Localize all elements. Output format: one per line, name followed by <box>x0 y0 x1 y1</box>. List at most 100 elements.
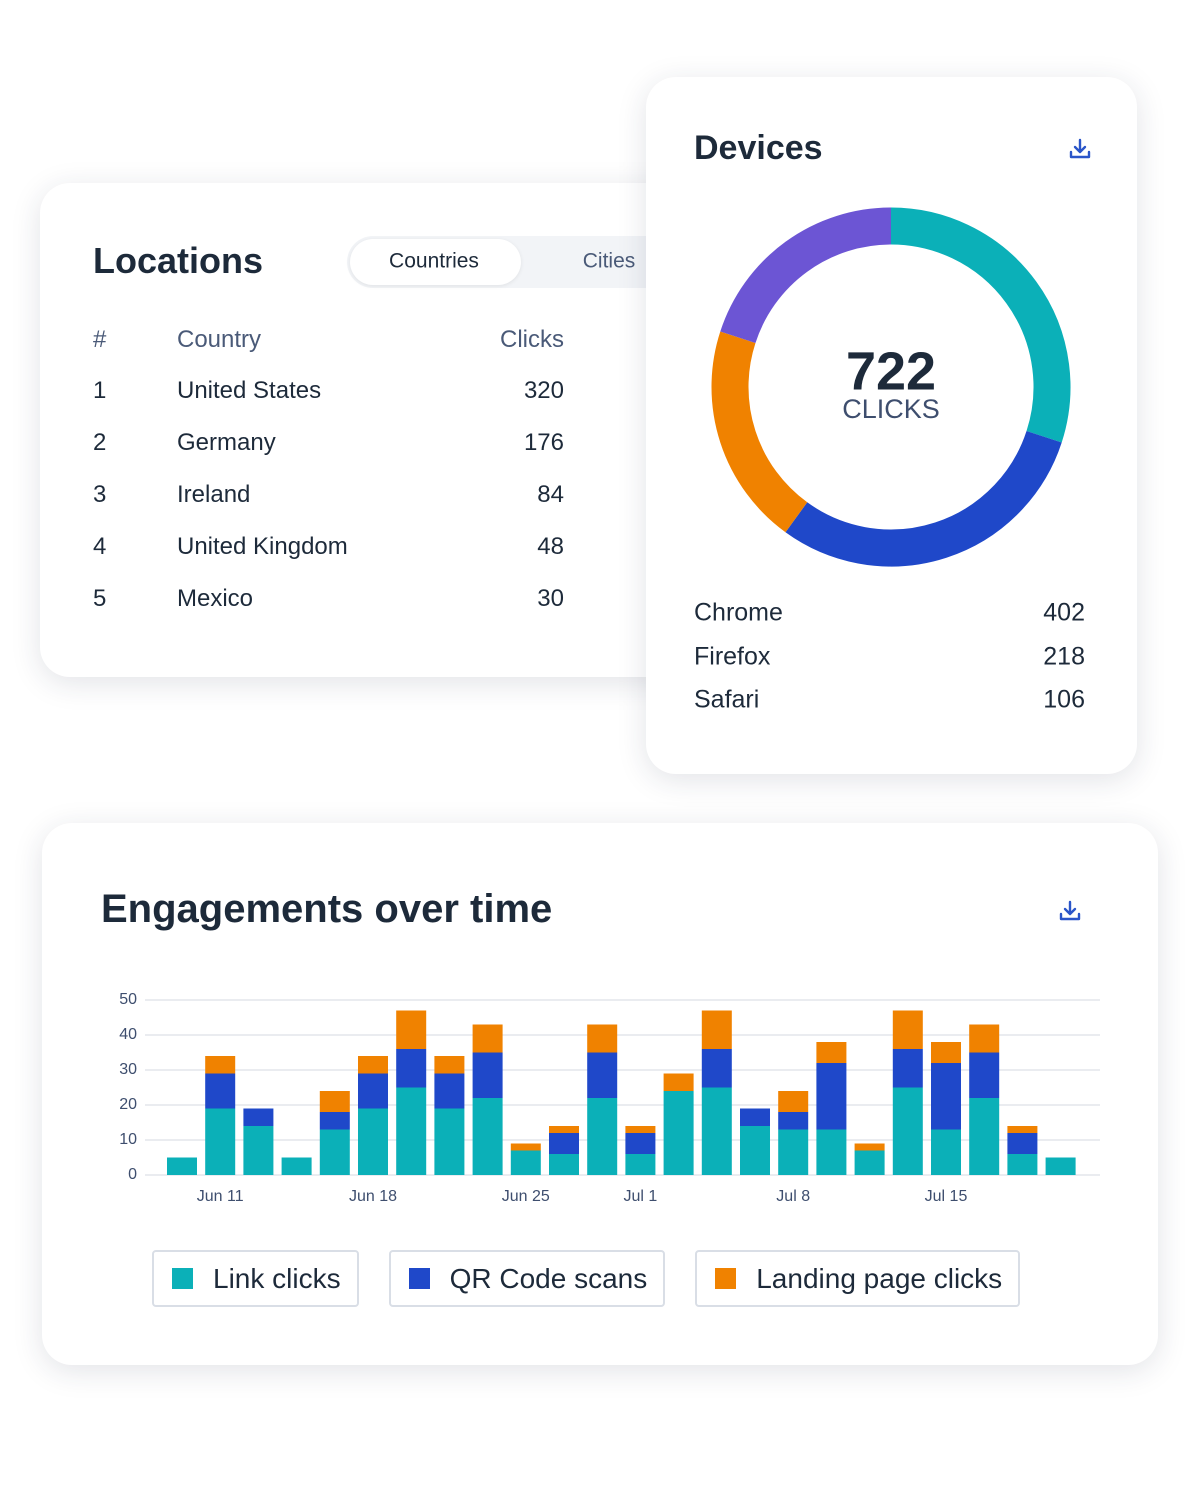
device-name: Firefox <box>694 642 771 670</box>
bar-segment <box>205 1108 236 1175</box>
card-title: Devices <box>694 129 823 167</box>
bar-segment <box>1007 1126 1038 1133</box>
bar-segment <box>778 1129 809 1175</box>
center-value: 722 <box>846 341 936 401</box>
x-tick-label: Jun 18 <box>349 1188 397 1205</box>
column-header: Clicks <box>500 326 564 353</box>
bar-segment <box>1007 1133 1038 1154</box>
x-tick-label: Jun 25 <box>502 1188 550 1205</box>
legend-swatch <box>408 1268 430 1289</box>
bar-segment <box>663 1091 694 1175</box>
y-tick-label: 50 <box>119 991 137 1008</box>
tab[interactable]: Cities <box>582 249 636 273</box>
bar-segment <box>319 1112 350 1130</box>
x-tick-label: Jun 11 <box>197 1188 244 1205</box>
bar-segment <box>472 1024 503 1053</box>
legend-item[interactable]: QR Code scans <box>388 1250 666 1307</box>
y-tick-label: 10 <box>119 1131 137 1148</box>
bar-segment <box>931 1042 961 1063</box>
table-cell: United States <box>177 377 322 404</box>
card-title: Engagements over time <box>101 887 553 931</box>
table-cell: 30 <box>537 585 564 612</box>
donut-segment <box>890 207 1071 443</box>
legend-label: QR Code scans <box>449 1262 648 1294</box>
bar-segment <box>969 1098 1000 1175</box>
download-button[interactable] <box>1066 135 1094 163</box>
bar-segment <box>892 1087 923 1175</box>
column-header: # <box>93 326 107 353</box>
bar-segment <box>358 1108 388 1175</box>
bar-segment <box>701 1087 732 1175</box>
bar-segment <box>434 1056 465 1074</box>
table-cell: 48 <box>537 533 564 560</box>
bar-segment <box>931 1063 961 1130</box>
bar-segment <box>205 1056 236 1074</box>
bar-segment <box>701 1049 732 1088</box>
bar-segment <box>778 1112 809 1130</box>
bar-segment <box>625 1154 656 1175</box>
bar-segment <box>816 1042 847 1063</box>
table-cell: Mexico <box>177 585 254 612</box>
bar-segment <box>434 1108 465 1175</box>
table-cell: United Kingdom <box>177 533 348 560</box>
legend-label: Link clicks <box>213 1262 341 1294</box>
device-name: Safari <box>694 685 760 714</box>
x-tick-label: Jul 1 <box>624 1188 658 1205</box>
bar-segment <box>931 1129 961 1175</box>
bar-segment <box>243 1126 274 1175</box>
bar-segment <box>243 1108 274 1126</box>
bar-segment <box>396 1087 427 1175</box>
device-clicks: 402 <box>1043 598 1085 627</box>
bar-segment <box>1045 1157 1076 1175</box>
donut-segment <box>720 207 892 344</box>
device-clicks: 218 <box>1043 642 1085 670</box>
table-cell: Ireland <box>177 481 251 508</box>
center-label: CLICKS <box>842 394 940 424</box>
download-button[interactable] <box>1056 897 1084 925</box>
donut-segment <box>711 331 808 533</box>
tab[interactable]: Countries <box>389 249 479 273</box>
table-cell: 320 <box>523 377 564 404</box>
table-cell: 4 <box>93 533 107 560</box>
table-cell: 2 <box>93 429 107 456</box>
x-tick-label: Jul 15 <box>925 1188 968 1205</box>
bar-segment <box>816 1063 847 1130</box>
bar-segment <box>205 1073 236 1109</box>
bar-segment <box>892 1049 923 1088</box>
y-tick-label: 40 <box>119 1026 137 1043</box>
card-title: Locations <box>93 240 264 281</box>
legend-item[interactable]: Link clicks <box>152 1250 359 1307</box>
bar-segment <box>396 1049 427 1088</box>
engagements-card: 0 10 20 30 40 50 Jun 11 Jun 18 Jun 25 Jul 1 Jul 8 J… <box>42 823 1158 1365</box>
bar-segment <box>778 1091 809 1112</box>
bar-segment <box>854 1150 885 1175</box>
x-tick-label: Jul 8 <box>776 1188 810 1205</box>
bar-segment <box>549 1126 579 1133</box>
bar-segment <box>854 1143 885 1151</box>
device-clicks: 106 <box>1043 685 1085 714</box>
bar-segment <box>740 1108 770 1126</box>
bar-segment <box>663 1073 694 1091</box>
bar-segment <box>701 1010 732 1049</box>
locations-card: Locations Countries Cities # Country Clicks 1 U… <box>40 183 707 677</box>
bar-segment <box>510 1143 541 1151</box>
table-cell: 5 <box>93 585 107 612</box>
devices-card: 722 CLICKS Devices Chrome 402 Firefox 218 Safa… <box>646 77 1137 774</box>
bar-segment <box>892 1010 923 1049</box>
legend-item[interactable]: Landing page clicks <box>695 1250 1021 1307</box>
bar-segment <box>587 1024 618 1053</box>
bar-segment <box>816 1129 847 1175</box>
bar-segment <box>472 1052 503 1098</box>
bar-segment <box>625 1133 656 1154</box>
bar-segment <box>167 1157 197 1175</box>
donut-segment <box>785 430 1062 567</box>
bar-segment <box>434 1073 465 1109</box>
bar-segment <box>1007 1154 1038 1175</box>
legend: Link clicks QR Code scans Landing page cli… <box>152 1250 1021 1307</box>
bar-segment <box>549 1154 579 1175</box>
y-tick-label: 20 <box>119 1096 137 1113</box>
bar-segment <box>281 1157 312 1175</box>
table-cell: 176 <box>523 429 564 456</box>
bar-segment <box>319 1091 350 1112</box>
